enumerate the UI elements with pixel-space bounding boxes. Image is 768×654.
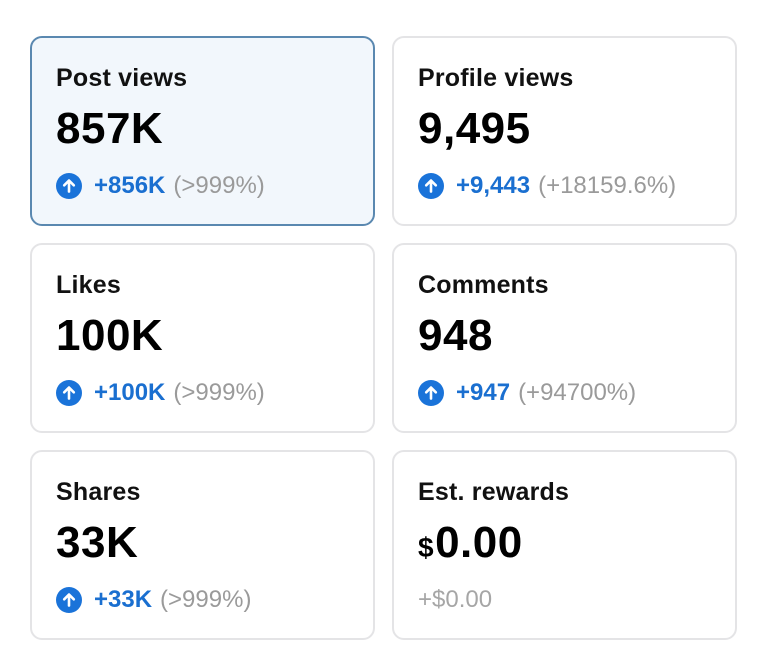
metric-label: Post views [56, 64, 188, 92]
arrow-up-circle-icon [56, 380, 82, 406]
arrow-up-circle-icon [56, 173, 82, 199]
metric-value: 9,495 [418, 104, 531, 153]
metric-card-likes[interactable]: Likes 100K +100K (>999%) [30, 243, 375, 433]
metric-delta: +100K [94, 379, 166, 406]
metric-delta: +947 [456, 379, 511, 406]
metric-label: Shares [56, 478, 141, 506]
metric-percent: (>999%) [173, 172, 265, 199]
metric-change: +856K (>999%) [56, 172, 265, 200]
metric-percent: (>999%) [160, 586, 252, 613]
metric-label: Comments [418, 271, 549, 299]
metric-change: +33K (>999%) [56, 586, 251, 614]
metric-value: $0.00 [418, 518, 523, 568]
metric-value: 100K [56, 311, 164, 360]
metric-percent: (>999%) [173, 379, 265, 406]
metric-delta: +$0.00 [418, 586, 493, 613]
metric-label: Likes [56, 271, 121, 299]
metric-card-est-rewards[interactable]: Est. rewards $0.00 +$0.00 [392, 450, 737, 640]
metric-label: Profile views [418, 64, 574, 92]
arrow-up-circle-icon [418, 173, 444, 199]
arrow-up-circle-icon [56, 587, 82, 613]
currency-symbol: $ [418, 532, 435, 563]
metric-value: 948 [418, 311, 493, 360]
metric-value: 857K [56, 104, 164, 153]
metric-card-post-views[interactable]: Post views 857K +856K (>999%) [30, 36, 375, 226]
metric-delta: +856K [94, 172, 166, 199]
metric-card-comments[interactable]: Comments 948 +947 (+94700%) [392, 243, 737, 433]
metric-card-profile-views[interactable]: Profile views 9,495 +9,443 (+18159.6%) [392, 36, 737, 226]
metric-delta: +9,443 [456, 172, 531, 199]
metric-percent: (+94700%) [518, 379, 637, 406]
metric-change: +100K (>999%) [56, 379, 265, 407]
arrow-up-circle-icon [418, 380, 444, 406]
metric-change: +$0.00 [418, 586, 500, 614]
metric-value-amount: 0.00 [435, 518, 523, 567]
metric-change: +947 (+94700%) [418, 379, 636, 407]
metric-value: 33K [56, 518, 139, 567]
metric-card-shares[interactable]: Shares 33K +33K (>999%) [30, 450, 375, 640]
metric-delta: +33K [94, 586, 153, 613]
metric-percent: (+18159.6%) [538, 172, 677, 199]
metric-change: +9,443 (+18159.6%) [418, 172, 676, 200]
metric-label: Est. rewards [418, 478, 570, 506]
